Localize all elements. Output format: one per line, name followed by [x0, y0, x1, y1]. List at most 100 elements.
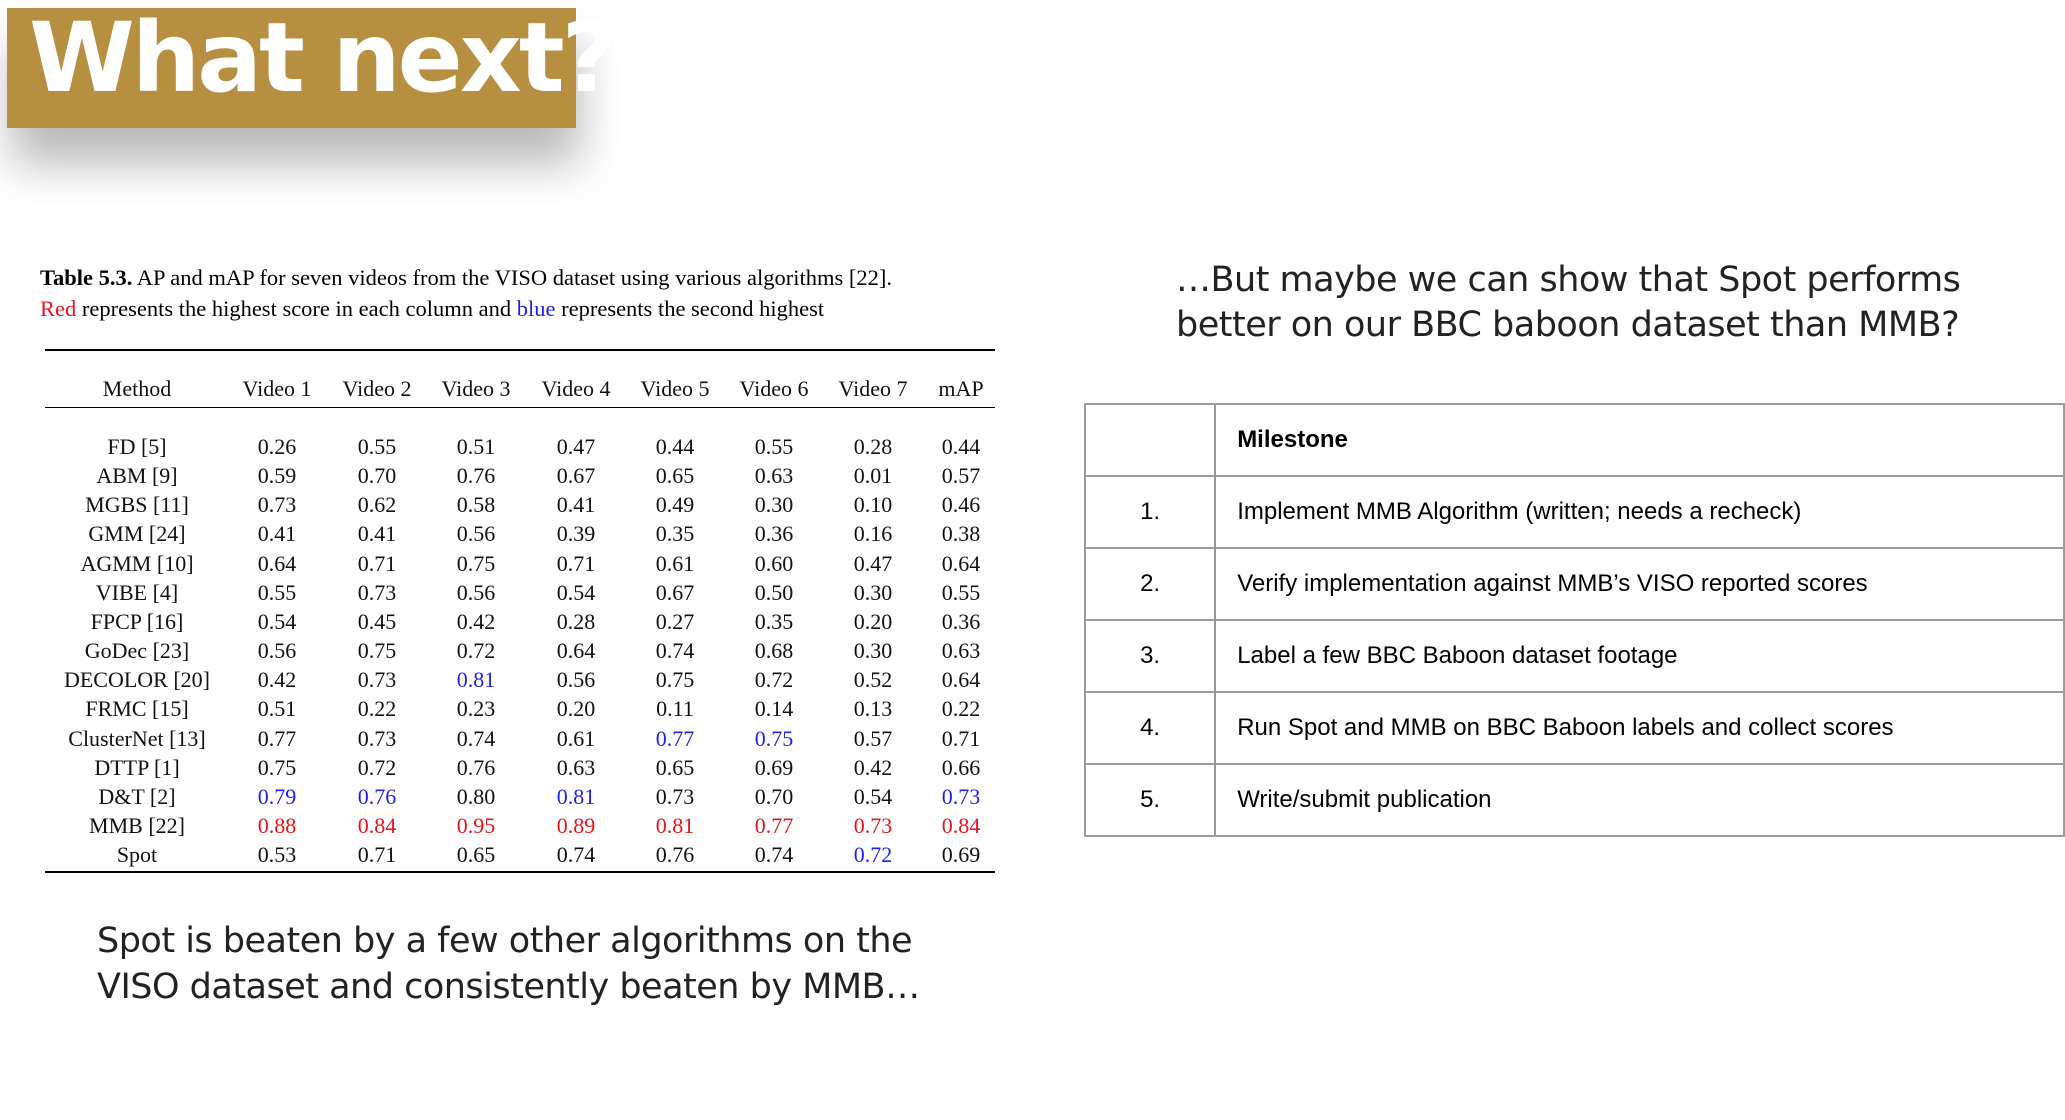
table-top-rule	[45, 349, 995, 351]
milestone-table: Milestone 1. Implement MMB Algorithm (wri…	[1083, 403, 2065, 837]
viso-header-8: mAP	[938, 376, 984, 401]
viso-value-cell: 0.70	[754, 783, 794, 809]
viso-method-cell: ClusterNet [13]	[68, 725, 206, 751]
slide-title: What next?	[29, 2, 617, 114]
milestone-text: Implement MMB Algorithm (written; needs …	[1214, 475, 2065, 549]
viso-value-cell: 0.76	[456, 754, 496, 780]
viso-value-cell: 0.75	[754, 725, 794, 751]
viso-value-cell: 0.35	[655, 521, 695, 547]
viso-value-cell: 0.42	[853, 754, 893, 780]
viso-table-row: D&T [2] 0.79 0.76 0.80 0.81 0.73 0.70 0.54 0.73	[0, 784, 1000, 813]
viso-value-cell: 0.38	[941, 521, 981, 547]
viso-value-cell: 0.59	[257, 463, 297, 489]
viso-value-cell: 0.65	[655, 463, 695, 489]
viso-value-cell: 0.77	[754, 812, 794, 838]
viso-value-cell: 0.73	[655, 783, 695, 809]
viso-value-cell: 0.72	[357, 754, 397, 780]
viso-value-cell: 0.42	[456, 608, 496, 634]
viso-value-cell: 0.14	[754, 696, 794, 722]
viso-header-5: Video 5	[640, 376, 710, 401]
viso-value-cell: 0.30	[853, 638, 893, 664]
viso-value-cell: 0.28	[556, 608, 596, 634]
viso-value-cell: 0.55	[257, 579, 297, 605]
viso-table-row: MGBS [11] 0.73 0.62 0.58 0.41 0.49 0.30 0.10 0.4…	[0, 492, 1000, 521]
viso-value-cell: 0.65	[456, 842, 496, 868]
viso-header-0: Method	[102, 376, 172, 401]
caption-red-word: Red	[40, 296, 77, 321]
viso-value-cell: 0.75	[655, 667, 695, 693]
milestone-text: Write/submit publication	[1214, 763, 2065, 837]
viso-value-cell: 0.75	[257, 754, 297, 780]
viso-method-cell: Spot	[116, 842, 158, 868]
viso-header-7: Video 7	[838, 376, 908, 401]
viso-value-cell: 0.74	[456, 725, 496, 751]
viso-table-row: AGMM [10] 0.64 0.71 0.75 0.71 0.61 0.60 0.47 0.6…	[0, 551, 1000, 580]
viso-value-cell: 0.95	[456, 812, 496, 838]
viso-table-row: GMM [24] 0.41 0.41 0.56 0.39 0.35 0.36 0.16 0.38	[0, 521, 1000, 550]
viso-header-6: Video 6	[739, 376, 809, 401]
viso-value-cell: 0.77	[257, 725, 297, 751]
viso-value-cell: 0.65	[655, 754, 695, 780]
viso-value-cell: 0.88	[257, 812, 297, 838]
viso-method-cell: GoDec [23]	[84, 638, 190, 664]
viso-value-cell: 0.72	[853, 842, 893, 868]
viso-method-cell: GMM [24]	[88, 521, 186, 547]
viso-value-cell: 0.71	[357, 842, 397, 868]
viso-value-cell: 0.13	[853, 696, 893, 722]
viso-value-cell: 0.73	[853, 812, 893, 838]
viso-method-cell: VIBE [4]	[95, 579, 179, 605]
viso-value-cell: 0.36	[754, 521, 794, 547]
viso-method-cell: FPCP [16]	[90, 608, 184, 634]
viso-value-cell: 0.81	[456, 667, 496, 693]
viso-value-cell: 0.81	[655, 812, 695, 838]
viso-value-cell: 0.51	[257, 696, 297, 722]
viso-method-cell: MMB [22]	[89, 812, 185, 838]
viso-value-cell: 0.41	[257, 521, 297, 547]
viso-table-row: ClusterNet [13] 0.77 0.73 0.74 0.61 0.77 0.75 0…	[0, 726, 1000, 755]
viso-value-cell: 0.68	[754, 638, 794, 664]
viso-method-cell: ABM [9]	[96, 463, 178, 489]
viso-value-cell: 0.56	[257, 638, 297, 664]
table-caption-label: Table 5.3.	[40, 265, 133, 290]
viso-table-row: GoDec [23] 0.56 0.75 0.72 0.64 0.74 0.68 0.30 0.…	[0, 638, 1000, 667]
milestone-number: 3.	[1083, 619, 1217, 693]
viso-header-1: Video 1	[242, 376, 312, 401]
viso-value-cell: 0.76	[357, 783, 397, 809]
viso-value-cell: 0.41	[556, 492, 596, 518]
viso-value-cell: 0.23	[456, 696, 496, 722]
viso-value-cell: 0.30	[853, 579, 893, 605]
viso-table-row: Spot 0.53 0.71 0.65 0.74 0.76 0.74 0.72 0.69	[0, 842, 1000, 871]
viso-method-cell: DECOLOR [20]	[63, 667, 211, 693]
viso-value-cell: 0.57	[941, 463, 981, 489]
viso-value-cell: 0.54	[257, 608, 297, 634]
viso-method-cell: DTTP [1]	[94, 754, 180, 780]
viso-value-cell: 0.57	[853, 725, 893, 751]
viso-value-cell: 0.26	[257, 434, 297, 459]
milestone-number: 4.	[1083, 691, 1217, 765]
slide-title-banner: What next?	[7, 2, 617, 128]
milestone-row: 4. Run Spot and MMB on BBC Baboon labels …	[1083, 691, 2065, 765]
caption-end-text: represents the second highest	[555, 296, 825, 321]
caption-blue-word: blue	[516, 296, 556, 321]
milestone-header: Milestone	[1214, 403, 2065, 477]
milestone-text: Run Spot and MMB on BBC Baboon labels an…	[1214, 691, 2065, 765]
viso-method-cell: D&T [2]	[98, 783, 176, 809]
viso-value-cell: 0.01	[853, 463, 893, 489]
viso-value-cell: 0.46	[941, 492, 981, 518]
viso-value-cell: 0.44	[655, 434, 695, 459]
milestone-row: 3. Label a few BBC Baboon dataset footage	[1083, 619, 2065, 693]
milestone-num-header	[1083, 403, 1217, 477]
viso-value-cell: 0.20	[556, 696, 596, 722]
viso-value-cell: 0.56	[456, 579, 496, 605]
milestone-number: 2.	[1083, 547, 1217, 621]
viso-value-cell: 0.80	[456, 783, 496, 809]
viso-value-cell: 0.72	[754, 667, 794, 693]
table-header-rule	[45, 407, 995, 408]
viso-value-cell: 0.81	[556, 783, 596, 809]
viso-value-cell: 0.67	[556, 463, 596, 489]
viso-value-cell: 0.56	[456, 521, 496, 547]
viso-value-cell: 0.27	[655, 608, 695, 634]
viso-value-cell: 0.73	[357, 667, 397, 693]
viso-value-cell: 0.58	[456, 492, 496, 518]
table-caption: Table 5.3. AP and mAP for seven videos f…	[40, 262, 1020, 324]
